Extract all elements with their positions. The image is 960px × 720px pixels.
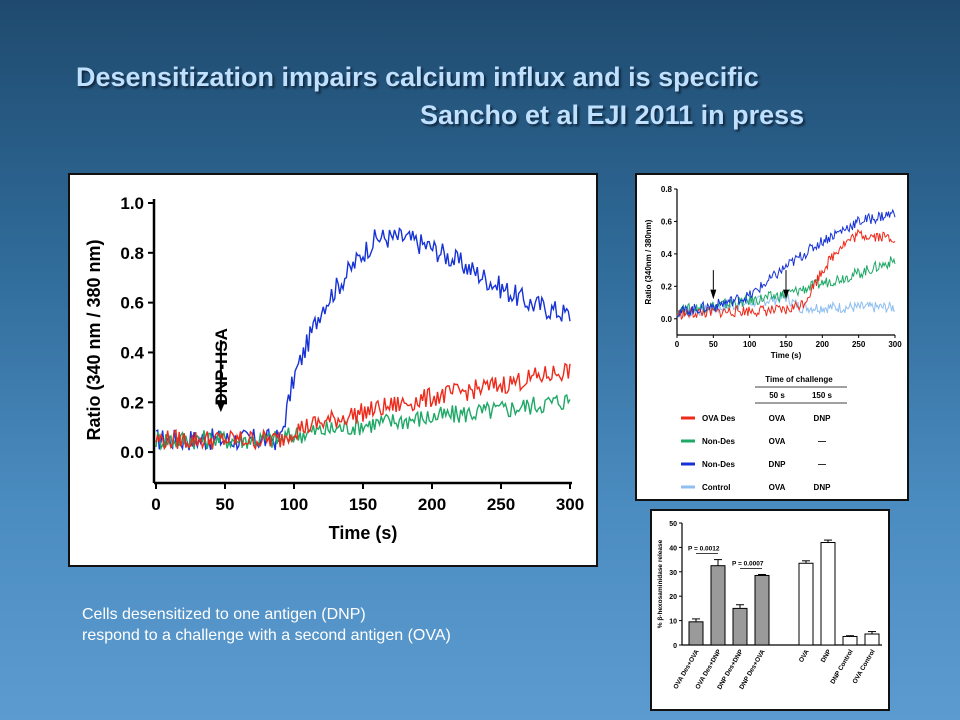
x-tick-label: 150 <box>349 495 377 514</box>
legend-series-name: Control <box>702 483 730 492</box>
x-tick-label: 0 <box>151 495 160 514</box>
slide-caption: Cells desensitized to one antigen (DNP) … <box>82 604 451 646</box>
x-tick-label: 200 <box>418 495 446 514</box>
bar <box>864 633 880 646</box>
x-tick-label: 250 <box>487 495 515 514</box>
x-tick-label: 50 <box>216 495 235 514</box>
x-tick-label: 100 <box>280 495 308 514</box>
x-axis-label: Time (s) <box>329 523 398 543</box>
legend-cell: DNP <box>769 460 787 469</box>
hexosaminidase-bar-chart: 0 10 20 30 40 50 % β-hexosaminidase release OVA… <box>657 521 882 691</box>
main-calcium-chart-panel: 0.0 0.2 0.4 0.6 0.8 1.0 0 50 100 150 200 250 300 Time… <box>68 173 598 567</box>
legend-column-header: 150 s <box>812 391 833 400</box>
challenge-calcium-chart-panel: 0.0 0.2 0.4 0.6 0.8 0 50 100 150 200 250 300 Time (s… <box>635 173 909 501</box>
legend-cell: DNP <box>814 483 832 492</box>
series-line-green <box>155 393 571 451</box>
y-tick-label: 1.0 <box>120 194 144 213</box>
bar <box>732 607 748 646</box>
series-line-red <box>676 228 896 321</box>
challenge-arrowhead <box>783 289 789 300</box>
y-tick-label: 0.4 <box>661 250 673 259</box>
x-tick-label: 0 <box>675 340 680 349</box>
legend-cell: — <box>818 460 826 469</box>
dnp-hsa-arrowhead <box>215 400 226 413</box>
caption-line-2: respond to a challenge with a second ant… <box>82 627 451 644</box>
legend-cell: — <box>818 437 826 446</box>
x-tick-label: 50 <box>709 340 718 349</box>
legend-cell: DNP <box>814 414 832 423</box>
x-category-label: DNP <box>820 648 833 664</box>
dnp-hsa-annotation: DNP-HSA <box>212 328 231 405</box>
p-value-label: P = 0.0012 <box>688 546 720 553</box>
x-tick-label: 300 <box>556 495 584 514</box>
slide-title: Desensitization impairs calcium influx a… <box>76 62 759 92</box>
hexosaminidase-bar-chart-panel: 0 10 20 30 40 50 % β-hexosaminidase release OVA… <box>650 509 890 711</box>
challenge-arrowhead <box>710 289 717 300</box>
bar <box>842 635 858 646</box>
x-category-label: OVA Control <box>852 648 877 685</box>
x-axis-label: Time (s) <box>771 351 802 360</box>
bar <box>688 621 704 646</box>
bar <box>820 542 836 646</box>
y-axis-label: Ratio (340 nm / 380 nm) <box>84 239 104 440</box>
caption-line-1: Cells desensitized to one antigen (DNP) <box>82 606 366 623</box>
x-tick-label: 250 <box>852 340 866 349</box>
y-tick-label: 0.8 <box>661 185 673 194</box>
legend-cell: OVA <box>769 414 786 423</box>
x-category-label: OVA <box>798 648 811 664</box>
y-tick-label: 10 <box>669 619 677 626</box>
x-tick-label: 100 <box>743 340 757 349</box>
legend-cell: OVA <box>769 437 786 446</box>
series-line-red <box>155 362 571 451</box>
y-tick-label: 50 <box>669 521 677 528</box>
bar <box>710 565 726 646</box>
legend-series-name: Non-Des <box>702 460 735 469</box>
series-line-blue <box>676 208 896 318</box>
x-category-label: DNP Control <box>829 648 854 685</box>
y-tick-label: 0 <box>673 643 677 650</box>
y-tick-label: 0.2 <box>120 393 144 412</box>
slide-subtitle-citation: Sancho et al EJI 2011 in press <box>420 100 805 130</box>
y-tick-label: 0.6 <box>120 294 144 313</box>
legend-series-name: OVA Des <box>702 414 736 423</box>
y-tick-label: 30 <box>669 570 677 577</box>
legend-cell: OVA <box>769 483 786 492</box>
y-tick-label: 0.0 <box>120 443 144 462</box>
x-tick-label: 200 <box>816 340 830 349</box>
y-tick-label: 0.2 <box>661 282 673 291</box>
legend-column-header: 50 s <box>769 391 785 400</box>
y-tick-label: 0.0 <box>661 315 673 324</box>
y-tick-label: 0.8 <box>120 244 144 263</box>
y-tick-label: 20 <box>669 594 677 601</box>
x-tick-label: 300 <box>888 340 902 349</box>
main-calcium-chart: 0.0 0.2 0.4 0.6 0.8 1.0 0 50 100 150 200 250 300 Time… <box>84 194 584 543</box>
p-value-label: P = 0.0007 <box>732 560 764 567</box>
x-tick-label: 150 <box>779 340 793 349</box>
y-tick-label: 0.6 <box>661 217 673 226</box>
legend-series-name: Non-Des <box>702 437 735 446</box>
challenge-calcium-chart: 0.0 0.2 0.4 0.6 0.8 0 50 100 150 200 250 300 Time (s… <box>644 185 902 492</box>
legend-title: Time of challenge <box>765 375 833 384</box>
bar <box>798 562 814 646</box>
y-tick-label: 40 <box>669 545 677 552</box>
y-axis-label: Ratio (340nm / 380nm) <box>644 219 653 304</box>
bar <box>754 574 770 646</box>
y-axis-label: % β-hexosaminidase release <box>657 539 664 628</box>
y-tick-label: 0.4 <box>120 343 144 362</box>
